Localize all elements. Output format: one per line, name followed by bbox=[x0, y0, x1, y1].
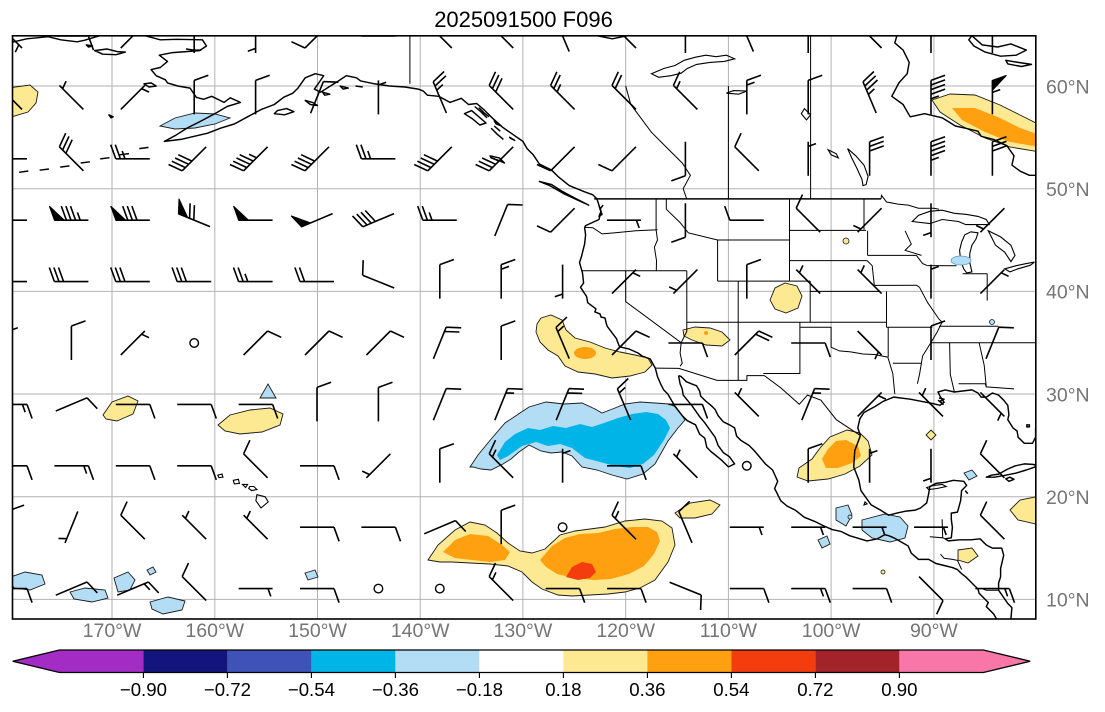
svg-text:0.90: 0.90 bbox=[881, 679, 917, 700]
svg-text:−0.72: −0.72 bbox=[204, 679, 251, 700]
svg-text:150°W: 150°W bbox=[288, 620, 347, 642]
svg-text:0.36: 0.36 bbox=[629, 679, 665, 700]
svg-text:10°N: 10°N bbox=[1046, 590, 1090, 612]
svg-text:−0.36: −0.36 bbox=[372, 679, 419, 700]
svg-text:30°N: 30°N bbox=[1046, 384, 1090, 406]
svg-text:60°N: 60°N bbox=[1046, 76, 1090, 98]
svg-text:0.54: 0.54 bbox=[713, 679, 749, 700]
svg-text:2025091500 F096: 2025091500 F096 bbox=[434, 7, 613, 32]
svg-text:−0.18: −0.18 bbox=[456, 679, 503, 700]
svg-text:20°N: 20°N bbox=[1046, 487, 1090, 509]
svg-text:130°W: 130°W bbox=[494, 620, 553, 642]
svg-text:120°W: 120°W bbox=[596, 620, 655, 642]
svg-text:−0.90: −0.90 bbox=[120, 679, 167, 700]
svg-text:0.72: 0.72 bbox=[797, 679, 833, 700]
svg-text:90°W: 90°W bbox=[910, 620, 958, 642]
svg-text:170°W: 170°W bbox=[83, 620, 142, 642]
svg-text:140°W: 140°W bbox=[391, 620, 450, 642]
svg-text:0.18: 0.18 bbox=[545, 679, 581, 700]
svg-text:100°W: 100°W bbox=[802, 620, 861, 642]
svg-text:110°W: 110°W bbox=[700, 620, 758, 642]
svg-text:50°N: 50°N bbox=[1046, 179, 1090, 201]
svg-text:40°N: 40°N bbox=[1046, 282, 1090, 304]
svg-text:160°W: 160°W bbox=[185, 620, 244, 642]
svg-text:−0.54: −0.54 bbox=[288, 679, 335, 700]
